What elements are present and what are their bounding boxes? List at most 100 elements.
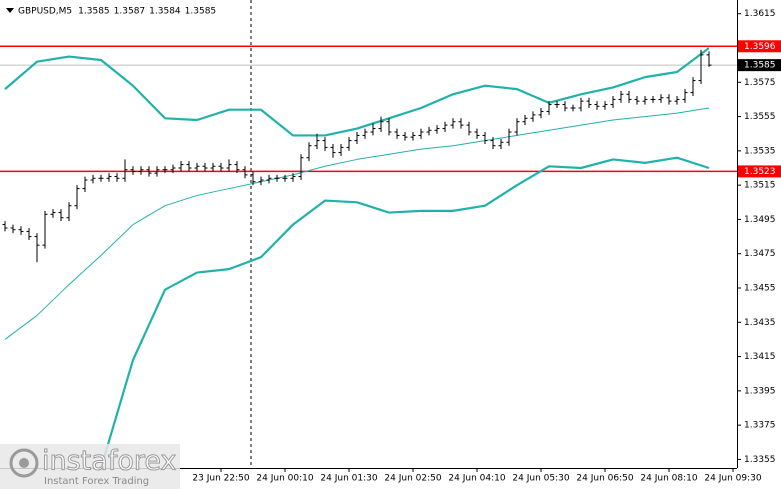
header-value: 1.3585 (185, 7, 217, 17)
ohlc-bar (146, 166, 152, 177)
y-tick-label: 1.3415 (744, 352, 776, 362)
ohlc-bar (426, 126, 432, 136)
x-tick-label: 24 Jun 00:10 (256, 474, 313, 484)
x-tick-label: 24 Jun 09:30 (704, 474, 761, 484)
ohlc-bar (514, 118, 520, 136)
ohlc-bar (82, 176, 88, 192)
y-tick-label: 1.3515 (744, 181, 776, 191)
ohlc-bar (562, 101, 568, 112)
ohlc-bar (322, 137, 328, 151)
ohlc-bar (194, 162, 200, 172)
indicator-line (4, 107, 710, 340)
ohlc-bar (274, 174, 280, 182)
ohlc-bar (106, 173, 112, 182)
x-tick-label: 24 Jun 04:10 (448, 474, 505, 484)
watermark-tagline: Instant Forex Trading (44, 476, 149, 487)
ohlc-bar (538, 108, 544, 119)
header-value: 1.3584 (149, 7, 181, 17)
ohlc-bar (602, 101, 608, 110)
level-tag (738, 165, 781, 178)
header-value: 1.3585 (78, 7, 110, 17)
ohlc-bar (498, 138, 504, 150)
level-tag (738, 40, 781, 53)
y-tick-label: 1.3475 (744, 249, 776, 259)
ohlc-bar (170, 164, 176, 174)
logo-icon (9, 448, 39, 478)
ohlc-bar (234, 161, 240, 174)
ohlc-bar (650, 96, 656, 103)
ohlc-bar (10, 224, 16, 234)
ohlc-bar (42, 210, 48, 249)
ohlc-bar (618, 90, 624, 103)
ohlc-bar (282, 174, 288, 182)
y-tick-label: 1.3355 (744, 455, 776, 465)
ohlc-bar (530, 111, 536, 122)
ohlc-bar (58, 209, 64, 222)
ohlc-bar (594, 101, 600, 110)
ohlc-bar (290, 173, 296, 182)
y-tick-label: 1.3575 (744, 78, 776, 88)
ohlc-bar (674, 96, 680, 105)
ohlc-bar (122, 159, 128, 182)
ohlc-bar (626, 90, 632, 103)
ohlc-bar (210, 162, 216, 172)
watermark: instaforex Instant Forex Trading (0, 444, 180, 489)
level-label: 1.3523 (744, 167, 776, 177)
ohlc-bar (634, 96, 640, 105)
ohlc-bar (386, 118, 392, 136)
ohlc-bar (178, 161, 184, 172)
ohlc-bar (306, 142, 312, 162)
ohlc-bar (690, 77, 696, 96)
ohlc-bar (346, 137, 352, 151)
ohlc-bar (586, 97, 592, 108)
level-label: 1.3596 (744, 42, 776, 52)
ohlc-bar (666, 94, 672, 105)
last-price-label: 1.3585 (744, 61, 776, 71)
ohlc-bar (34, 233, 40, 263)
indicator-line (99, 156, 710, 468)
header-value: 1.3587 (114, 7, 146, 17)
ohlc-bar (506, 128, 512, 146)
ohlc-bar (50, 209, 56, 218)
ohlc-bar (642, 96, 648, 105)
ohlc-bar (658, 94, 664, 103)
ohlc-bar (314, 133, 320, 150)
ohlc-bar (186, 161, 192, 172)
ohlc-bar (706, 51, 712, 67)
y-tick-label: 1.3455 (744, 284, 776, 294)
x-tick-label: 24 Jun 01:30 (320, 474, 377, 484)
ohlc-bar (482, 132, 488, 144)
ohlc-bar (26, 228, 32, 240)
y-tick-label: 1.3435 (744, 318, 776, 328)
ohlc-bar (370, 123, 376, 136)
ohlc-bar (698, 49, 704, 84)
logo-icon-core (19, 458, 29, 468)
y-tick-label: 1.3555 (744, 112, 776, 122)
watermark-brand: instaforex (42, 446, 176, 477)
ohlc-bar (258, 176, 264, 186)
ohlc-bar (402, 132, 408, 141)
y-tick-label: 1.3535 (744, 146, 776, 156)
ohlc-bar (298, 154, 304, 180)
x-tick-label: 23 Jun 22:50 (192, 474, 249, 484)
menu-arrow[interactable] (6, 8, 14, 13)
ohlc-bar (490, 137, 496, 150)
ohlc-bar (570, 104, 576, 112)
ohlc-bar (418, 128, 424, 139)
ohlc-bar (90, 174, 96, 184)
ohlc-bar (98, 174, 104, 182)
indicator-line (4, 47, 710, 137)
ohlc-bar (226, 159, 232, 172)
ohlc-bar (202, 162, 208, 172)
ohlc-bar (450, 118, 456, 129)
ohlc-bar (2, 221, 8, 232)
y-tick-label: 1.3495 (744, 215, 776, 225)
ohlc-bar (378, 116, 384, 132)
ohlc-bar (442, 121, 448, 132)
ohlc-bar (250, 171, 256, 186)
ohlc-bar (66, 202, 72, 222)
ohlc-bar (394, 128, 400, 139)
